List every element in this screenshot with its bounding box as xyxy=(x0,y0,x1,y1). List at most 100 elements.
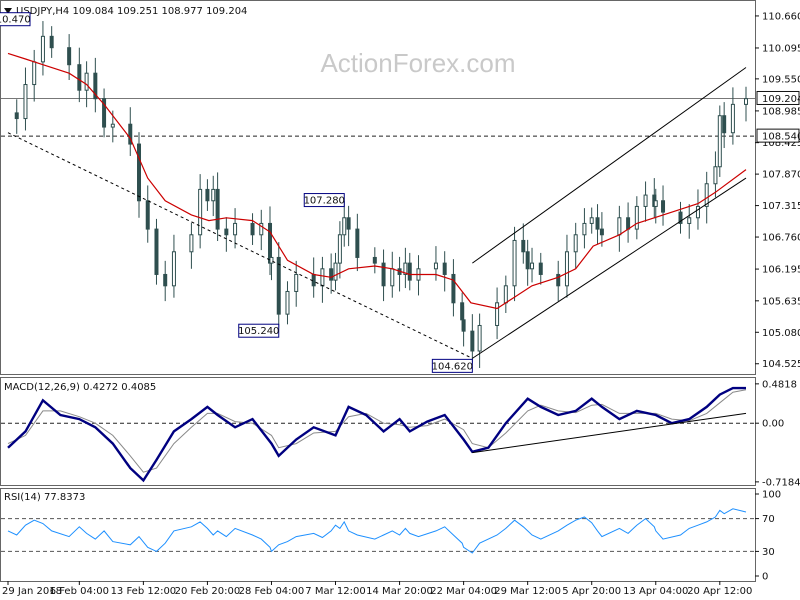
price-tag-label: 109.204 xyxy=(762,94,800,105)
price-tag: 109.204 xyxy=(756,90,800,105)
candle-body xyxy=(93,72,98,100)
x-tick-label: 29 Mar 12:00 xyxy=(494,586,561,597)
candle-body xyxy=(556,273,561,287)
rsi-y-tick-label: 100 xyxy=(762,490,781,501)
candle-body xyxy=(525,251,530,270)
candle-body xyxy=(137,143,142,202)
annotation-box xyxy=(303,193,345,208)
candle-body xyxy=(320,268,325,287)
candle-body xyxy=(442,262,447,275)
candle-body xyxy=(661,200,666,213)
candle-body xyxy=(713,166,718,185)
candle-body xyxy=(294,273,299,292)
candle-body xyxy=(695,205,700,219)
candle-body xyxy=(337,234,342,264)
price-y-tick-label: 107.870 xyxy=(762,170,800,181)
x-tick-label: 7 Mar 12:00 xyxy=(305,586,365,597)
price-panel-title: USDJPY,H4 109.084 109.251 108.977 109.20… xyxy=(4,6,247,17)
candle-body xyxy=(215,188,220,230)
candle-body xyxy=(84,72,89,91)
price-y-tick-label: 105.080 xyxy=(762,328,800,339)
rsi-y-tick-label: 0 xyxy=(762,572,768,583)
candle-body xyxy=(372,256,377,264)
candle-body xyxy=(595,217,600,230)
price-tag-label: 108.540 xyxy=(762,132,800,143)
candle-body xyxy=(23,84,28,120)
candle-body xyxy=(269,256,274,264)
candle-body xyxy=(110,123,115,128)
annotation-box xyxy=(0,12,31,27)
candle-body xyxy=(530,262,535,270)
candle-body xyxy=(40,35,45,63)
price-panel-title-text: USDJPY,H4 109.084 109.251 108.977 109.20… xyxy=(16,6,247,17)
x-tick-label: 14 Mar 20:00 xyxy=(366,586,433,597)
annotation-box xyxy=(238,323,280,338)
annotation-label: 104.620 xyxy=(432,361,473,372)
price-annotation: 104.620 xyxy=(432,358,473,373)
macd-signal-line xyxy=(7,389,747,473)
candle-body xyxy=(189,234,194,253)
candle-body xyxy=(451,273,456,304)
candle-body xyxy=(49,35,54,49)
candle-body xyxy=(626,217,631,230)
candle-body xyxy=(285,290,290,315)
candle-body xyxy=(145,200,150,230)
candle-body xyxy=(599,228,604,236)
candle-body xyxy=(67,47,72,66)
price-y-tick-label: 106.760 xyxy=(762,233,800,244)
candle-body xyxy=(717,115,722,168)
candle-body xyxy=(342,217,347,236)
price-y-tick-label: 108.985 xyxy=(762,106,800,117)
macd-line xyxy=(7,386,746,483)
rsi-panel-title: RSI(14) 77.8373 xyxy=(4,492,85,503)
price-tag-box xyxy=(756,128,800,143)
candle-body xyxy=(403,262,408,275)
candle-body xyxy=(704,183,709,207)
candle-body xyxy=(205,188,210,202)
candle-body xyxy=(678,211,683,224)
rsi-panel-frame xyxy=(0,488,756,582)
candle-body xyxy=(250,222,255,236)
candle-body xyxy=(233,222,238,236)
rsi-line xyxy=(7,508,747,554)
annotation-label: 105.240 xyxy=(238,326,279,337)
price-y-tick-label: 105.635 xyxy=(762,296,800,307)
candle-body xyxy=(573,234,578,253)
candle-body xyxy=(259,222,264,236)
candle-body xyxy=(329,268,334,281)
macd-panel: 0.4818 0.00 -0.7184 xyxy=(1,379,800,488)
rsi-y-tick-label: 70 xyxy=(762,514,775,525)
macd-y-tick-label: -0.7184 xyxy=(762,477,800,488)
candle-body xyxy=(564,251,569,287)
candle-body xyxy=(77,64,82,91)
candle-body xyxy=(355,228,360,258)
candle-body xyxy=(687,217,692,224)
candle-body xyxy=(512,239,517,287)
price-y-tick-label: 109.550 xyxy=(762,74,800,85)
macd-y-tick-label: 0.00 xyxy=(762,419,784,430)
candle-body xyxy=(617,217,622,236)
rsi-panel: 100 70 30 0 xyxy=(1,490,781,583)
candle-body xyxy=(538,262,543,275)
macd-trendline xyxy=(472,412,747,454)
price-panel: 110.660 110.095 109.550 108.985 108.425 107.8… xyxy=(0,11,800,373)
candle-body xyxy=(128,123,133,145)
candle-body xyxy=(634,205,639,230)
price-y-tick-label: 110.095 xyxy=(762,43,800,54)
candle-body xyxy=(163,273,168,287)
collapse-triangle-icon[interactable] xyxy=(4,8,12,14)
price-panel-frame xyxy=(0,0,756,375)
candle-body xyxy=(653,200,658,207)
candle-body xyxy=(102,98,107,128)
x-tick-label: 20 Apr 12:00 xyxy=(687,586,752,597)
candle-body xyxy=(390,268,395,287)
price-trendline xyxy=(7,132,473,359)
candle-body xyxy=(433,262,438,270)
price-annotation: 105.240 xyxy=(238,323,280,338)
x-tick-label: 28 Feb 04:00 xyxy=(239,586,305,597)
candle-body xyxy=(589,217,594,224)
x-tick-label: 20 Feb 20:00 xyxy=(175,586,241,597)
x-tick-label: 13 Apr 04:00 xyxy=(623,586,688,597)
